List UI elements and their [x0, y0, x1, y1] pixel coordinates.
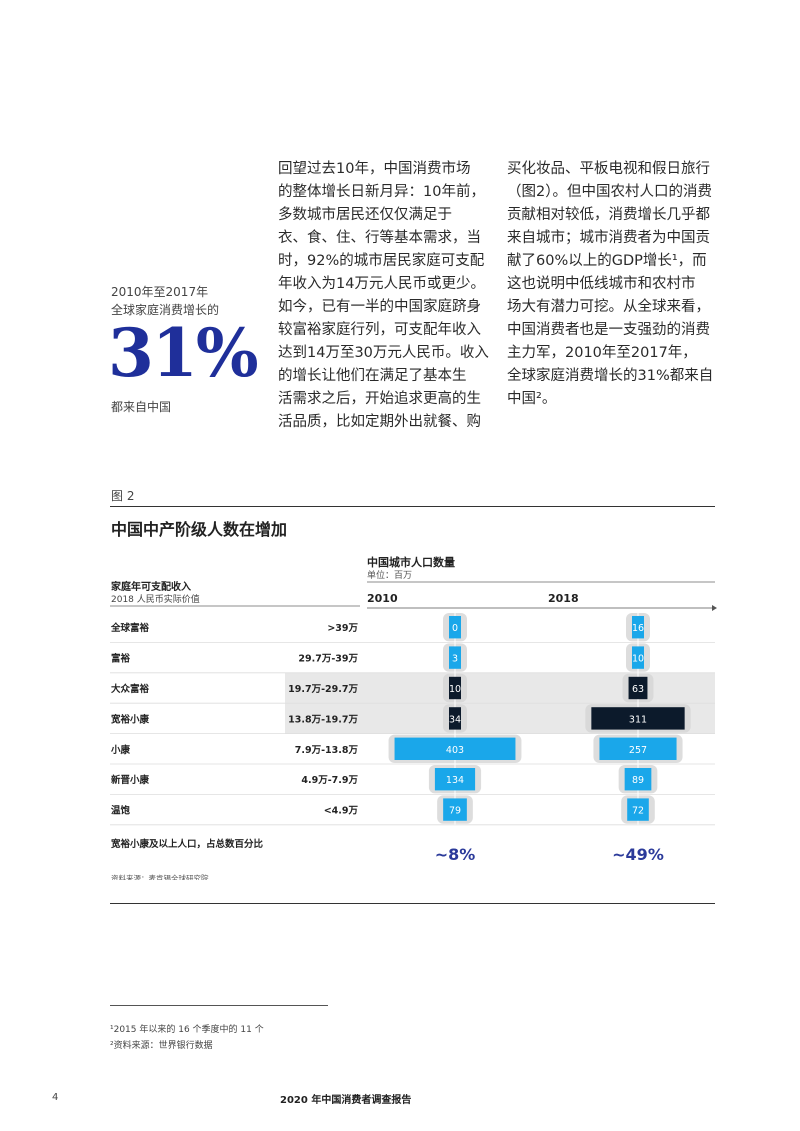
bar-value-label: 257 — [629, 745, 647, 756]
row-range: 7.9万-13.8万 — [295, 745, 359, 756]
chart-unit: 单位：百万 — [367, 569, 412, 581]
bar-value-label: 3 — [452, 654, 458, 665]
bar-2018-0 — [632, 616, 644, 639]
stat-caption: 2010年至2017年 全球家庭消费增长的 — [111, 283, 219, 319]
bar-value-label: 34 — [449, 714, 461, 725]
footnote-2: ²资料来源：世界银行数据 — [110, 1041, 213, 1051]
row-range: <4.9万 — [324, 806, 359, 817]
bar-value-label: 0 — [452, 623, 458, 634]
bar-value-label: 63 — [632, 684, 644, 695]
body-column-2: 买化妆品、平板电视和假日旅行 （图2）。但中国农村人口的消费 贡献相对较低，消费… — [507, 161, 714, 407]
bar-value-label: 10 — [632, 654, 644, 665]
row-label: 小康 — [110, 744, 131, 756]
figure-rule — [110, 506, 715, 507]
row-label: 全球富裕 — [110, 622, 150, 634]
row-range: 4.9万-7.9万 — [301, 775, 358, 786]
row-range: >39万 — [327, 623, 358, 634]
page-number: 4 — [52, 1092, 59, 1103]
row-label: 宽裕小康 — [110, 713, 150, 725]
row-label: 温饱 — [111, 805, 131, 817]
bar-2018-3 — [591, 707, 685, 730]
year-label-2018: 2018 — [548, 592, 579, 605]
bar-value-label: 10 — [449, 684, 461, 695]
bar-2018-2 — [628, 676, 648, 700]
share-row-label: 宽裕小康及以上人口，占总数百分比 — [110, 838, 264, 850]
stat-caption-line2: 全球家庭消费增长的 — [111, 303, 220, 317]
bar-2018-6 — [627, 798, 649, 821]
figure-title: 中国中产阶级人数在增加 — [111, 520, 288, 539]
row-range: 19.7万-29.7万 — [288, 684, 358, 695]
bar-value-label: 134 — [446, 775, 464, 786]
bar-value-label: 89 — [632, 775, 644, 786]
footnote-1: ¹2015 年以来的 16 个季度中的 11 个 — [110, 1025, 264, 1035]
bar-value-label: 16 — [632, 623, 644, 634]
bar-2010-5 — [434, 768, 476, 791]
bar-value-label: 79 — [449, 806, 461, 817]
bar-2010-2 — [449, 676, 461, 700]
row-label: 新晋小康 — [111, 774, 150, 786]
bar-2018-1 — [632, 646, 644, 669]
stat-caption-after: 都来自中国 — [111, 400, 172, 414]
share-label-2018: ~49% — [612, 845, 664, 864]
figure-bottom-rule — [110, 903, 715, 904]
bar-2010-0 — [449, 616, 461, 639]
row-label: 大众富裕 — [111, 683, 150, 695]
chart-title: 中国城市人口数量 — [367, 555, 455, 569]
stat-big-number: 31% — [108, 314, 259, 392]
figure-source: 资料来源：麦肯锡全球研究院 — [111, 873, 209, 880]
figure-label: 图 2 — [111, 489, 135, 503]
bar-2018-4 — [599, 737, 677, 760]
footnote-rule — [110, 1005, 328, 1006]
bar-value-label: 72 — [632, 806, 644, 817]
row-header: 家庭年可支配收入 — [111, 580, 191, 593]
row-range: 29.7万-39万 — [298, 654, 358, 665]
time-axis-arrow — [712, 605, 717, 611]
bar-2010-4 — [394, 737, 516, 760]
share-label-2010: ~8% — [435, 845, 476, 864]
year-label-2010: 2010 — [367, 592, 398, 605]
bar-2010-6 — [443, 798, 467, 821]
bar-2010-3 — [449, 707, 461, 730]
row-subheader: 2018 人民币实际价值 — [111, 593, 200, 605]
bar-2018-5 — [624, 768, 652, 791]
row-range: 13.8万-19.7万 — [288, 714, 358, 725]
stat-caption-line1: 2010年至2017年 — [111, 285, 209, 299]
row-label: 富裕 — [111, 653, 131, 665]
bar-2010-1 — [449, 646, 461, 669]
bar-value-label: 403 — [446, 745, 464, 756]
report-title: 2020 年中国消费者调查报告 — [280, 1095, 412, 1106]
body-column-1: 回望过去10年，中国消费市场 的整体增长日新月异：10年前， 多数城市居民还仅仅… — [278, 161, 489, 430]
bar-value-label: 311 — [629, 714, 647, 725]
